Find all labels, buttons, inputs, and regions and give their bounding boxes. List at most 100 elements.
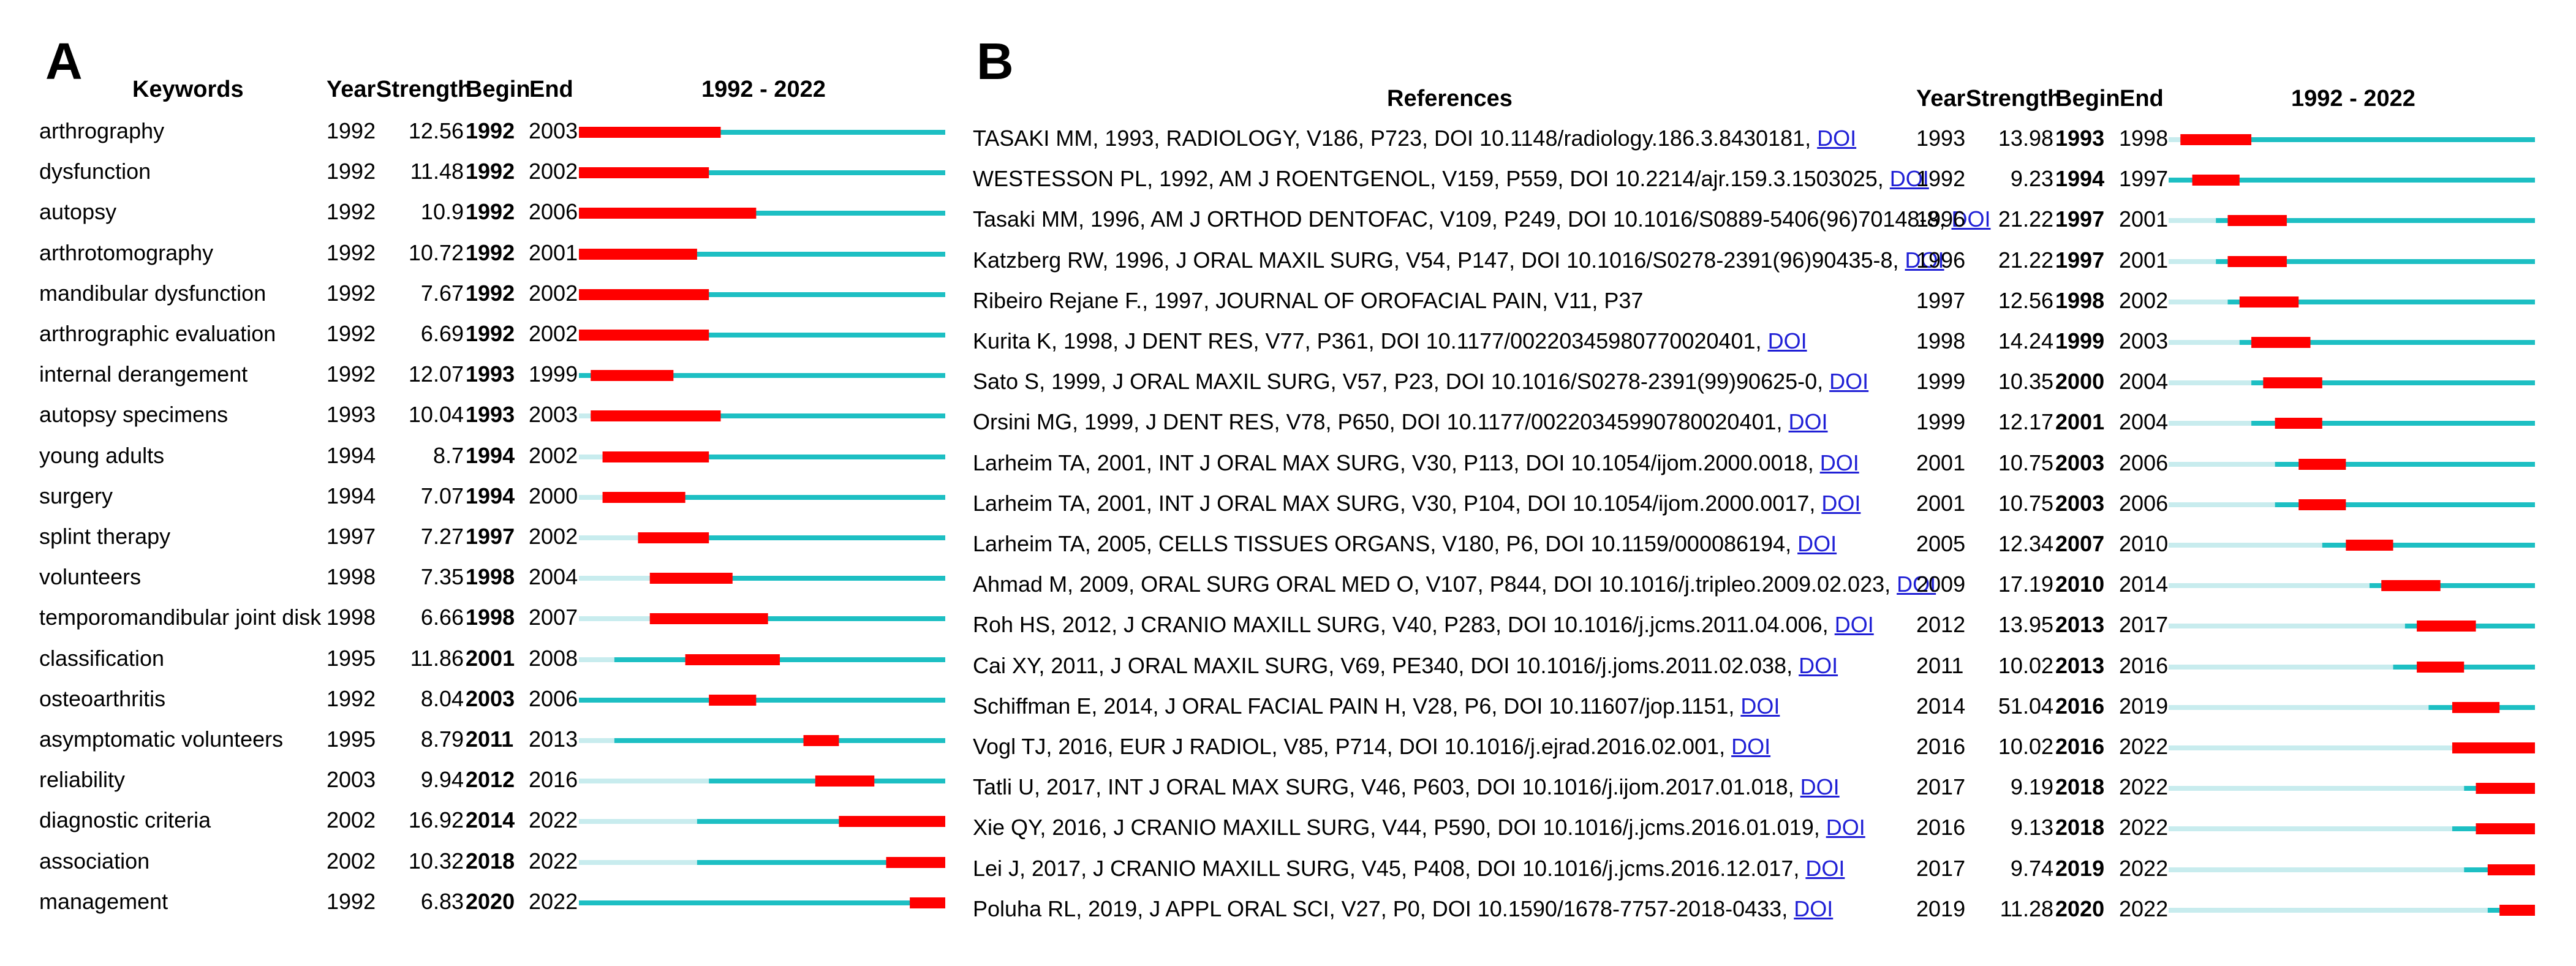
end-value: 2008 [529, 645, 578, 671]
doi-link[interactable]: DOI [1829, 369, 1869, 394]
end-value: 2004 [529, 564, 578, 590]
begin-value: 1992 [466, 321, 515, 346]
doi-link[interactable]: DOI [1821, 490, 1861, 516]
doi-link[interactable]: DOI [1897, 572, 1936, 597]
burst-segment [2263, 377, 2322, 389]
reference-label: Vogl TJ, 2016, EUR J RADIOL, V85, P714, … [973, 736, 1770, 758]
active-period-segment [649, 616, 945, 622]
end-value: 2022 [529, 848, 578, 874]
doi-link[interactable]: DOI [1799, 652, 1838, 678]
burst-timeline [2169, 864, 2535, 875]
doi-link[interactable]: DOI [1805, 855, 1845, 881]
burst-segment [579, 289, 709, 300]
end-value: 2006 [529, 685, 578, 711]
end-value: 2004 [2119, 409, 2169, 435]
year-value: 2017 [1916, 855, 1966, 881]
reference-label: Kurita K, 1998, J DENT RES, V77, P361, D… [973, 330, 1807, 352]
burst-timeline [579, 856, 945, 868]
begin-value: 2000 [2055, 369, 2105, 394]
year-value: 1992 [327, 685, 376, 711]
burst-timeline [2169, 296, 2535, 308]
reference-label: Katzberg RW, 1996, J ORAL MAXIL SURG, V5… [973, 249, 1944, 271]
keyword-label: arthrography [39, 118, 165, 143]
year-value: 1998 [327, 564, 376, 590]
doi-link[interactable]: DOI [1731, 734, 1771, 759]
year-value: 1996 [1916, 206, 1966, 232]
pre-publication-segment [2169, 502, 2275, 507]
doi-link[interactable]: DOI [1889, 166, 1929, 192]
reference-text: Ahmad M, 2009, ORAL SURG ORAL MED O, V10… [973, 572, 1897, 597]
burst-timeline [2169, 418, 2535, 429]
doi-link[interactable]: DOI [1817, 126, 1857, 151]
doi-link[interactable]: DOI [1951, 206, 1991, 232]
pre-publication-segment [2169, 745, 2452, 750]
end-value: 2022 [2119, 734, 2169, 759]
burst-segment [2227, 215, 2287, 227]
begin-value: 2020 [466, 888, 515, 914]
reference-text: Vogl TJ, 2016, EUR J RADIOL, V85, P714, … [973, 734, 1732, 759]
begin-value: 1998 [2055, 287, 2105, 313]
doi-link[interactable]: DOI [1826, 815, 1865, 840]
reference-label: Lei J, 2017, J CRANIO MAXILL SURG, V45, … [973, 855, 1845, 881]
reference-text: Lei J, 2017, J CRANIO MAXILL SURG, V45, … [973, 855, 1806, 881]
active-period-segment [2239, 340, 2535, 345]
year-value: 1999 [1916, 369, 1966, 394]
burst-segment [649, 573, 733, 584]
end-value: 2003 [529, 118, 578, 143]
burst-segment [638, 532, 709, 543]
reference-label: Ribeiro Rejane F., 1997, JOURNAL OF OROF… [973, 287, 1644, 313]
begin-value: 2016 [2055, 734, 2105, 759]
doi-link[interactable]: DOI [1800, 774, 1840, 800]
strength-value: 12.56 [1998, 287, 2053, 313]
begin-value: 2019 [2055, 855, 2105, 881]
reference-text: WESTESSON PL, 1992, AM J ROENTGENOL, V15… [973, 166, 1890, 192]
begin-value: 2001 [466, 645, 515, 671]
active-period-segment [2180, 137, 2535, 142]
end-value: 2007 [529, 605, 578, 630]
doi-link[interactable]: DOI [1794, 896, 1834, 921]
end-value: 2013 [529, 726, 578, 752]
year-value: 2012 [1916, 612, 1966, 638]
burst-segment [591, 410, 721, 422]
burst-timeline [2169, 540, 2535, 551]
strength-value: 7.07 [420, 483, 464, 508]
burst-timeline [2169, 499, 2535, 510]
doi-link[interactable]: DOI [1740, 693, 1780, 719]
end-value: 2002 [529, 524, 578, 549]
burst-segment [2346, 540, 2393, 551]
keyword-label: volunteers [39, 564, 142, 590]
keyword-label: management [39, 888, 168, 914]
strength-value: 17.19 [1998, 572, 2053, 597]
burst-timeline [579, 127, 945, 138]
doi-link[interactable]: DOI [1834, 612, 1874, 638]
strength-value: 7.67 [420, 280, 464, 306]
doi-link[interactable]: DOI [1788, 409, 1828, 435]
strength-value: 10.72 [408, 240, 464, 265]
doi-link[interactable]: DOI [1819, 450, 1859, 475]
doi-link[interactable]: DOI [1905, 247, 1944, 273]
active-period-segment [579, 251, 945, 257]
column-header-strength: Strength [376, 77, 472, 102]
burst-timeline [2169, 621, 2535, 632]
burst-segment [2476, 823, 2535, 835]
reference-label: Ahmad M, 2009, ORAL SURG ORAL MED O, V10… [973, 573, 1936, 595]
keyword-label: autopsy specimens [39, 402, 229, 428]
period-header: 1992 - 2022 [2291, 86, 2415, 111]
pre-publication-segment [2169, 786, 2465, 791]
strength-value: 21.22 [1998, 247, 2053, 273]
year-value: 1992 [327, 321, 376, 346]
pre-publication-segment [579, 859, 697, 865]
keyword-label: temporomandibular joint disk [39, 605, 322, 630]
end-value: 2000 [529, 483, 578, 508]
active-period-segment [649, 576, 945, 581]
end-value: 2002 [529, 159, 578, 184]
active-period-segment [697, 859, 945, 865]
begin-value: 1994 [466, 442, 515, 468]
reference-text: Schiffman E, 2014, J ORAL FACIAL PAIN H,… [973, 693, 1741, 719]
strength-value: 9.19 [2010, 774, 2053, 800]
doi-link[interactable]: DOI [1797, 531, 1837, 556]
doi-link[interactable]: DOI [1767, 328, 1807, 353]
reference-text: Tasaki MM, 1996, AM J ORTHOD DENTOFAC, V… [973, 206, 1952, 232]
begin-value: 2020 [2055, 896, 2105, 921]
year-value: 1993 [327, 402, 376, 428]
